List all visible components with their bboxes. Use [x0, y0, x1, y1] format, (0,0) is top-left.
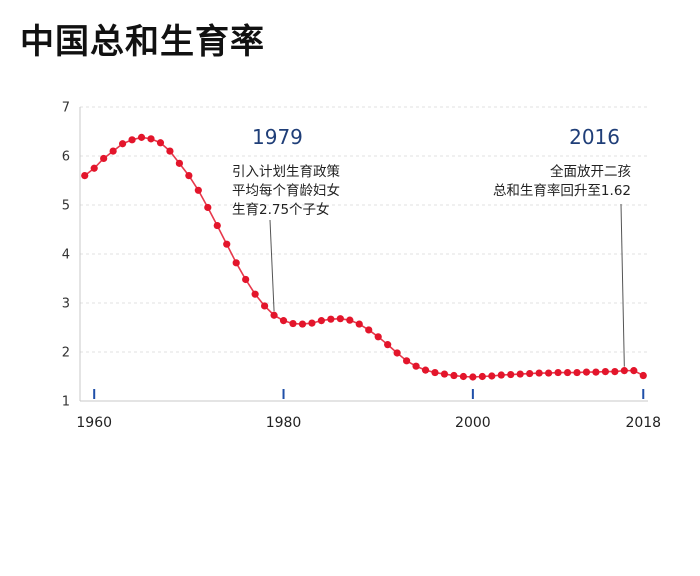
data-point	[526, 370, 533, 377]
data-point	[554, 369, 561, 376]
annotation-text-line: 引入计划生育政策	[232, 163, 340, 180]
data-point	[384, 341, 391, 348]
data-point	[185, 172, 192, 179]
data-point	[479, 373, 486, 380]
data-point	[100, 155, 107, 162]
data-point	[536, 369, 543, 376]
data-point	[233, 259, 240, 266]
data-point	[270, 312, 277, 319]
data-point	[375, 333, 382, 340]
data-point	[176, 160, 183, 167]
axes: 1 2 3 4 5 6 7 1960 1980 2000 2018	[62, 101, 661, 432]
data-point	[611, 368, 618, 375]
data-point	[157, 139, 164, 146]
data-point	[394, 349, 401, 356]
data-point	[223, 241, 230, 248]
annotation-text-line: 总和生育率回升至1.62	[493, 182, 631, 199]
data-point	[204, 204, 211, 211]
data-point	[119, 140, 126, 147]
data-point	[308, 319, 315, 326]
data-point	[507, 371, 514, 378]
annotation-leader-line	[270, 220, 274, 311]
data-point	[422, 367, 429, 374]
data-point	[469, 373, 476, 380]
data-point	[280, 317, 287, 324]
data-point	[91, 165, 98, 172]
data-point	[346, 317, 353, 324]
data-point	[318, 317, 325, 324]
x-tick-label: 2018	[625, 415, 661, 431]
y-tick-label: 3	[62, 297, 70, 312]
data-point	[450, 372, 457, 379]
data-point	[573, 369, 580, 376]
data-point	[583, 368, 590, 375]
data-point	[592, 368, 599, 375]
data-point	[128, 136, 135, 143]
data-point	[289, 320, 296, 327]
data-point	[640, 372, 647, 379]
data-point	[110, 148, 117, 155]
y-tick-label: 2	[62, 346, 70, 361]
y-tick-label: 1	[62, 395, 70, 410]
data-point	[441, 370, 448, 377]
y-tick-label: 4	[62, 248, 70, 263]
data-point	[517, 370, 524, 377]
data-point	[261, 302, 268, 309]
data-point	[630, 367, 637, 374]
x-tick-label: 1980	[266, 415, 302, 431]
x-tick-label: 1960	[76, 415, 112, 431]
annotation-year-label: 1979	[252, 125, 303, 149]
data-point	[564, 369, 571, 376]
data-point	[431, 369, 438, 376]
data-point	[327, 316, 334, 323]
annotation-text-line: 平均每个育龄妇女	[232, 182, 340, 199]
data-point	[214, 222, 221, 229]
data-point	[460, 373, 467, 380]
data-point	[242, 276, 249, 283]
annotation-year-label: 2016	[569, 125, 620, 149]
data-point	[365, 326, 372, 333]
y-tick-label: 5	[62, 199, 70, 214]
data-point	[81, 172, 88, 179]
data-point	[498, 371, 505, 378]
data-point	[602, 368, 609, 375]
data-point	[621, 367, 628, 374]
data-point	[252, 291, 259, 298]
y-tick-label: 7	[62, 101, 70, 116]
data-point	[299, 320, 306, 327]
data-point	[195, 187, 202, 194]
data-point	[356, 320, 363, 327]
annotation-text-line: 生育2.75个子女	[232, 201, 330, 218]
data-point	[403, 357, 410, 364]
data-point	[412, 363, 419, 370]
x-tick-label: 2000	[455, 415, 491, 431]
data-point	[138, 134, 145, 141]
annotation-leader-line	[621, 204, 624, 367]
data-point	[337, 315, 344, 322]
data-point	[166, 148, 173, 155]
data-point	[147, 135, 154, 142]
y-tick-label: 6	[62, 150, 70, 165]
data-point	[488, 372, 495, 379]
grid-lines	[80, 107, 648, 352]
annotation-text-line: 全面放开二孩	[550, 163, 631, 180]
data-point	[545, 369, 552, 376]
